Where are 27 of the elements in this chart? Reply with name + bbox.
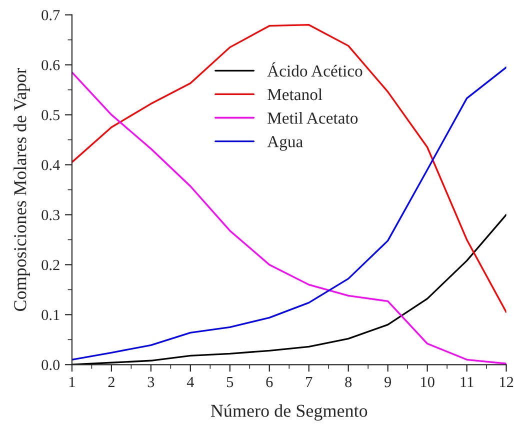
- legend-label: Agua: [267, 136, 303, 151]
- x-tick-label: 12: [500, 376, 514, 388]
- y-tick-label: 0.3: [42, 210, 60, 220]
- y-tick-label: 0.4: [42, 160, 60, 170]
- x-tick-label: 8: [345, 376, 352, 388]
- line-series: [72, 24, 506, 314]
- legend-label: Ácido Acético: [267, 62, 362, 77]
- x-tick-label: 10: [421, 376, 434, 388]
- y-tick-label: 0.5: [42, 110, 60, 120]
- x-tick-label: 4: [186, 376, 194, 388]
- x-tick-label: 2: [108, 376, 114, 388]
- x-tick-label: 11: [460, 376, 474, 388]
- x-tick-label: 7: [306, 377, 312, 388]
- y-tick-label: 0.1: [42, 310, 60, 320]
- y-tick-label: 0.2: [42, 260, 60, 270]
- x-tick-label: 3: [148, 376, 154, 388]
- x-tick-label: 9: [384, 376, 392, 388]
- legend-label: Metil Acetato: [268, 112, 358, 124]
- x-tick-label: 1: [69, 376, 75, 388]
- y-tick-label: 0.0: [42, 360, 60, 370]
- x-tick-label: 5: [226, 377, 234, 388]
- y-tick-label: 0.7: [42, 10, 60, 20]
- x-axis-title: Número de Segmento: [210, 404, 368, 421]
- x-tick-label: 6: [266, 376, 273, 388]
- legend-label: Metanol: [268, 88, 322, 100]
- y-tick-label: 0.6: [42, 60, 60, 70]
- y-axis-title: Composiciones Molares de Vapor: [14, 68, 30, 311]
